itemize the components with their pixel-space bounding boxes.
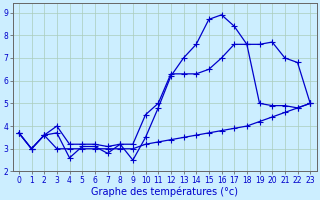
X-axis label: Graphe des températures (°c): Graphe des températures (°c) <box>91 186 238 197</box>
